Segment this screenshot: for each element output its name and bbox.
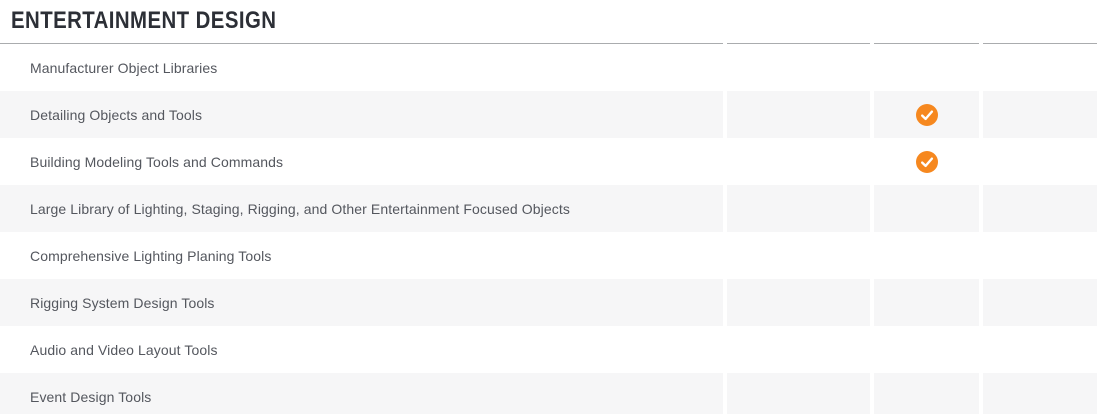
header-rule-segment: [0, 43, 723, 44]
product-3-cell: [983, 185, 1097, 232]
table-row: Rigging System Design Tools: [0, 279, 1097, 326]
product-1-cell: [727, 232, 870, 279]
product-2-cell: [874, 185, 979, 232]
product-3-cell: [983, 91, 1097, 138]
feature-label: Large Library of Lighting, Staging, Rigg…: [30, 200, 570, 217]
feature-label: Rigging System Design Tools: [30, 294, 215, 311]
section-title: ENTERTAINMENT DESIGN: [11, 7, 277, 34]
feature-label: Event Design Tools: [30, 388, 152, 405]
header-rule-segment: [983, 43, 1097, 44]
feature-name-cell: Manufacturer Object Libraries: [0, 44, 723, 91]
check-icon: [915, 103, 938, 126]
product-1-cell: [727, 373, 870, 414]
feature-name-cell: Building Modeling Tools and Commands: [0, 138, 723, 185]
product-3-cell: [983, 279, 1097, 326]
feature-name-cell: Rigging System Design Tools: [0, 279, 723, 326]
product-2-cell: [874, 279, 979, 326]
product-2-cell: [874, 44, 979, 91]
table-row: Building Modeling Tools and Commands: [0, 138, 1097, 185]
product-2-cell: [874, 91, 979, 138]
product-3-cell: [983, 138, 1097, 185]
product-1-cell: [727, 279, 870, 326]
feature-name-cell: Event Design Tools: [0, 373, 723, 414]
product-1-cell: [727, 138, 870, 185]
feature-label: Detailing Objects and Tools: [30, 106, 203, 123]
table-row: Audio and Video Layout Tools: [0, 326, 1097, 373]
product-2-cell: [874, 373, 979, 414]
table-row: Comprehensive Lighting Planing Tools: [0, 232, 1097, 279]
header-rule-segment: [727, 43, 870, 44]
product-3-cell: [983, 44, 1097, 91]
header-rule-segment: [874, 43, 979, 44]
table-row: Detailing Objects and Tools: [0, 91, 1097, 138]
table-row: Event Design Tools: [0, 373, 1097, 414]
table-row: Large Library of Lighting, Staging, Rigg…: [0, 185, 1097, 232]
product-1-cell: [727, 326, 870, 373]
feature-label: Audio and Video Layout Tools: [30, 341, 218, 358]
check-icon: [915, 150, 938, 173]
feature-name-cell: Comprehensive Lighting Planing Tools: [0, 232, 723, 279]
feature-name-cell: Audio and Video Layout Tools: [0, 326, 723, 373]
product-1-cell: [727, 185, 870, 232]
feature-label: Comprehensive Lighting Planing Tools: [30, 247, 272, 264]
feature-label: Building Modeling Tools and Commands: [30, 153, 284, 170]
product-2-cell: [874, 326, 979, 373]
product-1-cell: [727, 91, 870, 138]
product-3-cell: [983, 232, 1097, 279]
header-rule: [0, 43, 1097, 44]
product-2-cell: [874, 232, 979, 279]
product-3-cell: [983, 326, 1097, 373]
table-row: Manufacturer Object Libraries: [0, 44, 1097, 91]
feature-label: Manufacturer Object Libraries: [30, 59, 218, 76]
product-1-cell: [727, 44, 870, 91]
feature-name-cell: Detailing Objects and Tools: [0, 91, 723, 138]
product-2-cell: [874, 138, 979, 185]
product-3-cell: [983, 373, 1097, 414]
section-header: ENTERTAINMENT DESIGN: [0, 0, 1097, 43]
feature-name-cell: Large Library of Lighting, Staging, Rigg…: [0, 185, 723, 232]
feature-table: Manufacturer Object Libraries Detailing O…: [0, 44, 1097, 414]
